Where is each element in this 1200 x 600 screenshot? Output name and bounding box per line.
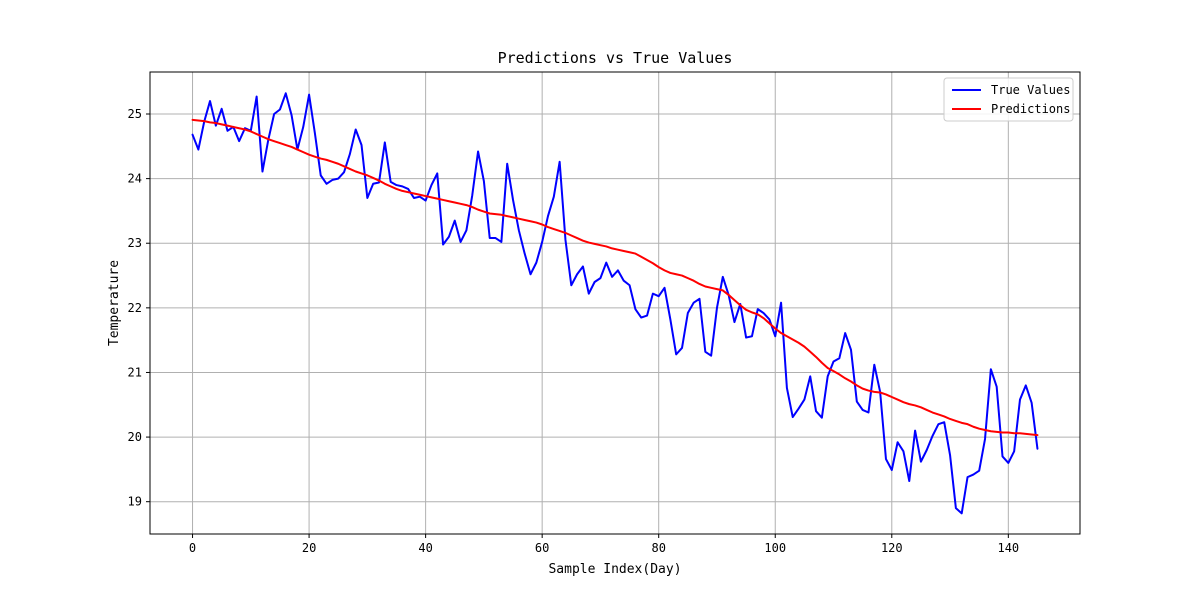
chart-title: Predictions vs True Values xyxy=(498,49,733,67)
y-tick-label: 22 xyxy=(128,301,142,315)
legend-label-predictions: Predictions xyxy=(991,102,1070,116)
y-tick-label: 24 xyxy=(128,172,142,186)
x-tick-label: 120 xyxy=(881,541,903,555)
series-layer xyxy=(191,92,1039,515)
y-axis-label: Temperature xyxy=(107,260,122,346)
x-tick-label: 20 xyxy=(302,541,316,555)
series-line-true-values xyxy=(191,92,1039,515)
x-tick-label: 80 xyxy=(651,541,665,555)
x-tick-label: 40 xyxy=(418,541,432,555)
x-tick-label: 100 xyxy=(764,541,786,555)
plot-frame xyxy=(149,71,1081,535)
y-tick-label: 23 xyxy=(128,236,142,250)
plot-area xyxy=(149,71,1081,535)
x-tick-label: 60 xyxy=(535,541,549,555)
x-axis-label: Sample Index(Day) xyxy=(548,562,681,577)
y-tick-label: 25 xyxy=(128,107,142,121)
y-axis: 19 20 21 22 23 24 25 xyxy=(128,107,150,509)
legend-box xyxy=(943,77,1074,122)
y-tick-label: 19 xyxy=(128,495,142,509)
y-tick-label: 20 xyxy=(128,430,142,444)
series-line-predictions xyxy=(191,118,1039,437)
grid xyxy=(150,72,1080,534)
legend: True Values Predictions xyxy=(943,77,1074,122)
x-tick-label: 140 xyxy=(997,541,1019,555)
y-tick-label: 21 xyxy=(128,365,142,379)
legend-label-true-values: True Values xyxy=(991,83,1070,97)
plot-background xyxy=(150,72,1080,534)
x-axis: 0 20 40 60 80 100 120 140 xyxy=(189,534,1019,555)
x-tick-label: 0 xyxy=(189,541,196,555)
